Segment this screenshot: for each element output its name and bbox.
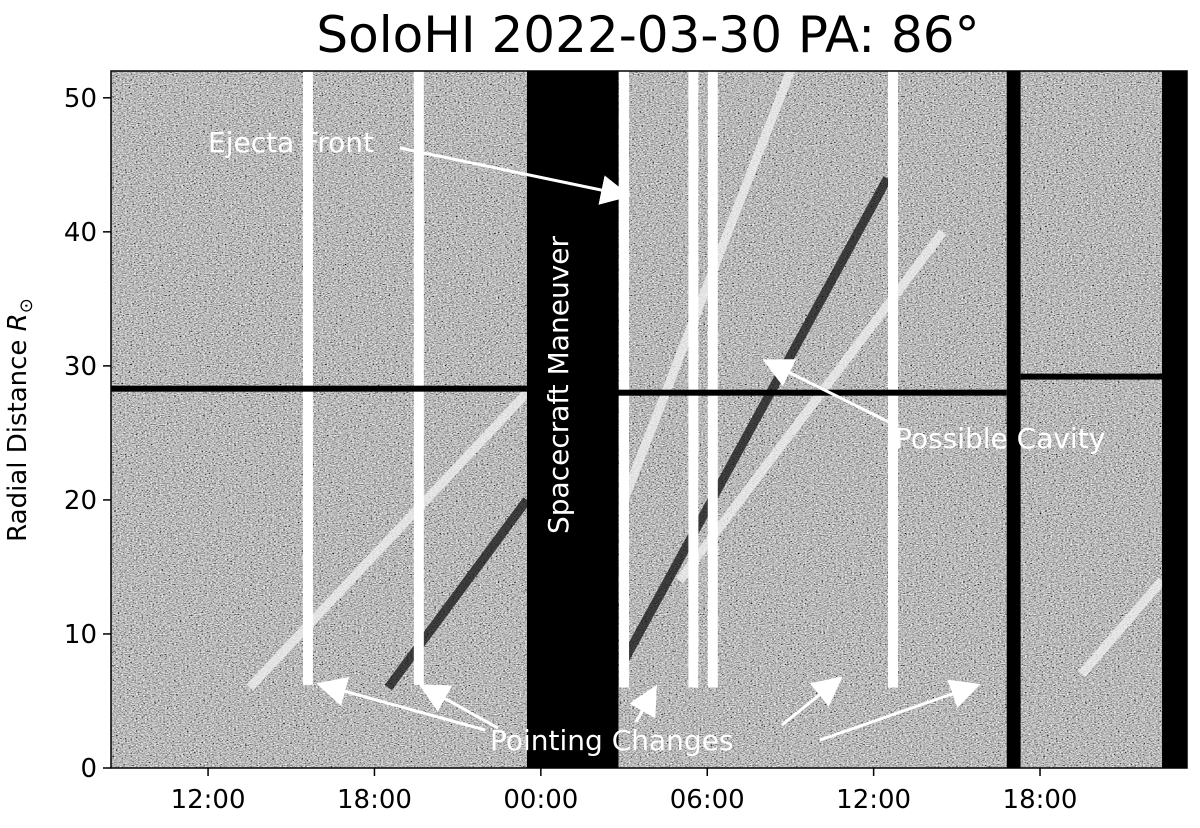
x-tick-label-2: 18:00	[337, 785, 412, 815]
feature-track-3	[619, 71, 795, 502]
pointing-change-line-2	[413, 71, 424, 685]
possible-cavity-label: Possible Cavity	[895, 422, 1105, 455]
y-axis: 0 10 20 30 40 50	[64, 84, 111, 784]
maneuver-label: Spacecraft Maneuver	[542, 236, 575, 534]
pointing-changes-label: Pointing Changes	[490, 724, 734, 757]
data-gap-2	[1006, 71, 1021, 768]
feature-track-2	[384, 497, 531, 691]
y-tick-label-0: 0	[80, 754, 97, 784]
feature-track-4	[620, 176, 892, 663]
feature-tracks	[246, 71, 1166, 691]
feature-track-1	[246, 389, 531, 691]
pointing-arrow-5	[819, 679, 981, 742]
pointing-change-line-3	[619, 71, 630, 688]
annotations: Ejecta Front Possible Cavity Pointing Ch…	[208, 126, 1105, 757]
plot-frame	[110, 70, 1188, 769]
feature-track-5	[675, 229, 947, 584]
y-axis-label-sub: ⊙	[16, 298, 37, 313]
y-tick-label-30: 30	[64, 352, 97, 382]
data-segment-3	[1020, 71, 1163, 675]
y-tick-label-40: 40	[64, 218, 97, 248]
pointing-arrow-3	[629, 684, 657, 723]
data-segments	[111, 71, 1163, 688]
x-tick-label-3: 00:00	[503, 785, 578, 815]
camera-split-2	[618, 389, 1007, 396]
possible-cavity-arrow	[762, 359, 896, 427]
y-axis-label-main: Radial Distance	[3, 331, 33, 542]
camera-split-lines	[111, 373, 1163, 396]
pointing-arrow-1	[316, 676, 486, 732]
y-tick-label-50: 50	[64, 84, 97, 114]
pointing-arrow-2	[418, 684, 499, 730]
pointing-change-line-4	[688, 71, 699, 688]
x-tick-label-1: 12:00	[171, 785, 246, 815]
camera-split-1	[111, 385, 527, 392]
x-tick-label-6: 18:00	[1003, 785, 1078, 815]
pointing-change-line-5	[707, 71, 718, 688]
pointing-change-line-6	[888, 71, 899, 688]
y-tick-label-20: 20	[64, 486, 97, 516]
y-axis-label: Radial Distance R⊙	[3, 298, 37, 542]
camera-split-3	[1020, 373, 1163, 380]
chart-title: SoloHI 2022-03-30 PA: 86°	[316, 6, 979, 64]
y-tick-label-10: 10	[64, 620, 97, 650]
data-gap-3	[1162, 71, 1187, 768]
y-axis-label-unit: R	[3, 313, 33, 331]
pointing-change-line-1	[302, 71, 313, 685]
ejecta-front-label: Ejecta Front	[208, 126, 374, 159]
pointing-arrow-4	[781, 676, 843, 727]
data-segment-2	[618, 71, 1007, 688]
x-tick-label-5: 12:00	[836, 785, 911, 815]
x-tick-label-4: 06:00	[670, 785, 745, 815]
x-axis: 12:00 18:00 00:00 06:00 12:00 18:00	[171, 768, 1078, 815]
plot-area	[111, 71, 1187, 768]
data-segment-1	[111, 71, 527, 685]
feature-track-6	[1078, 577, 1166, 678]
ejecta-front-arrow	[399, 146, 631, 205]
